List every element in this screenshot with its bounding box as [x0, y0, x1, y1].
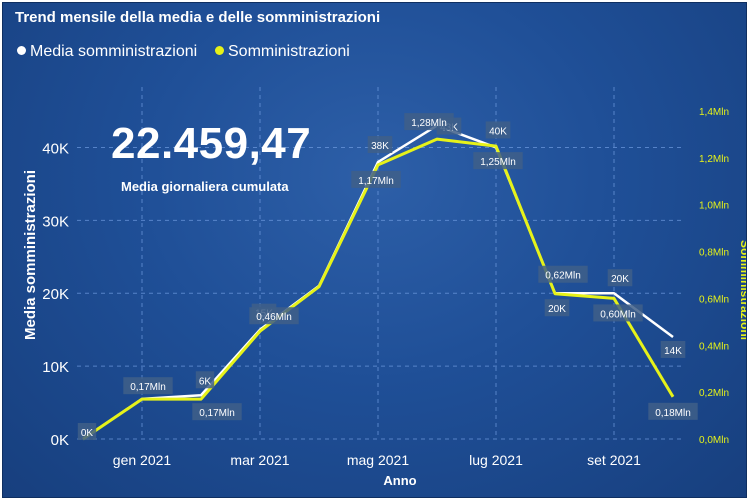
y2-tick-label: 0,4Mln — [699, 341, 729, 352]
y2-tick-label: 1,2Mln — [699, 154, 729, 165]
data-label-somministrazioni-bg — [648, 402, 698, 420]
data-label-media-bg — [660, 340, 686, 358]
data-label-media-bg — [607, 269, 633, 287]
series-line-media — [82, 124, 674, 441]
data-label-somministrazioni-bg — [404, 113, 454, 131]
data-label-somministrazioni-bg — [473, 152, 523, 170]
series-lines — [82, 124, 675, 441]
data-label-somministrazioni: 0,17Mln — [199, 408, 235, 419]
data-label-somministrazioni: 0,62Mln — [545, 271, 581, 282]
data-label-media-bg — [544, 299, 570, 317]
y-tick-label: 30K — [42, 213, 69, 230]
y2-tick-label: 0,6Mln — [699, 294, 729, 305]
data-label-media: 20K — [548, 304, 566, 315]
y2-tick-label: 0,0Mln — [699, 435, 729, 446]
y-axis-title: Media somministrazioni — [22, 170, 39, 340]
data-labels: 0K6K15K38K43K40K20K20K14K0,17Mln0,17Mln0… — [77, 113, 698, 440]
data-label-media: 20K — [611, 274, 629, 285]
chart-title: Trend mensile della media e delle sommin… — [15, 9, 381, 26]
data-label-media: 38K — [371, 141, 389, 152]
data-label-somministrazioni-bg — [123, 377, 173, 395]
series-line-somministrazioni — [82, 137, 675, 441]
data-label-somministrazioni-bg — [249, 307, 299, 325]
x-tick-label: mag 2021 — [347, 452, 409, 468]
data-label-media-bg — [77, 423, 97, 440]
data-label-media: 0K — [81, 428, 94, 439]
data-label-somministrazioni: 0,46Mln — [256, 312, 292, 323]
data-label-media-bg — [367, 136, 393, 154]
legend-marker-media — [17, 46, 26, 56]
data-label-somministrazioni: 0,60Mln — [600, 309, 636, 320]
data-label-somministrazioni-bg — [351, 170, 401, 188]
y2-tick-label: 1,0Mln — [699, 201, 729, 212]
x-tick-label: gen 2021 — [113, 452, 172, 468]
legend-item-somministrazioni[interactable]: Somministrazioni — [215, 43, 350, 61]
kpi-value: 22.459,47 — [111, 119, 312, 168]
x-tick-label: mar 2021 — [230, 452, 289, 468]
legend-item-media[interactable]: Media somministrazioni — [17, 43, 197, 61]
x-axis-title: Anno — [383, 473, 416, 488]
y2-tick-label: 1,4Mln — [699, 107, 729, 118]
y-tick-label: 40K — [42, 140, 69, 157]
line-chart: 0K6K15K38K43K40K20K20K14K0,17Mln0,17Mln0… — [22, 87, 746, 488]
y2-axis-title: Somministrazioni — [738, 240, 746, 340]
y-tick-label: 0K — [51, 432, 69, 449]
data-label-media-bg — [195, 371, 215, 389]
data-label-media: 40K — [489, 126, 507, 137]
data-label-somministrazioni: 1,25Mln — [480, 157, 516, 168]
legend-marker-somministrazioni — [215, 46, 224, 56]
data-label-somministrazioni-bg — [593, 304, 643, 322]
legend-label-somministrazioni: Somministrazioni — [228, 43, 350, 60]
data-label-somministrazioni-bg — [538, 265, 588, 283]
kpi-label: Media giornaliera cumulata — [121, 179, 289, 194]
y2-tick-label: 0,2Mln — [699, 388, 729, 399]
x-tick-label: set 2021 — [587, 452, 641, 468]
axes: 0K 10K 20K 30K 40K 0,0Mln 0,2Mln 0,4Mln 0,6Mln 0,… — [22, 107, 746, 488]
y-tick-label: 10K — [42, 359, 69, 376]
y2-tick-label: 0,8Mln — [699, 248, 729, 259]
data-label-somministrazioni: 1,28Mln — [411, 118, 447, 129]
data-label-somministrazioni: 0,18Mln — [655, 408, 691, 419]
data-label-somministrazioni: 0,17Mln — [130, 382, 166, 393]
data-label-media: 6K — [199, 376, 212, 387]
x-tick-label: lug 2021 — [469, 452, 523, 468]
data-label-media: 14K — [664, 346, 682, 357]
legend-label-media: Media somministrazioni — [30, 43, 198, 60]
data-label-somministrazioni-bg — [192, 403, 242, 421]
data-label-media-bg — [485, 121, 511, 139]
data-label-somministrazioni: 1,17Mln — [358, 176, 394, 187]
y-tick-label: 20K — [42, 286, 69, 303]
